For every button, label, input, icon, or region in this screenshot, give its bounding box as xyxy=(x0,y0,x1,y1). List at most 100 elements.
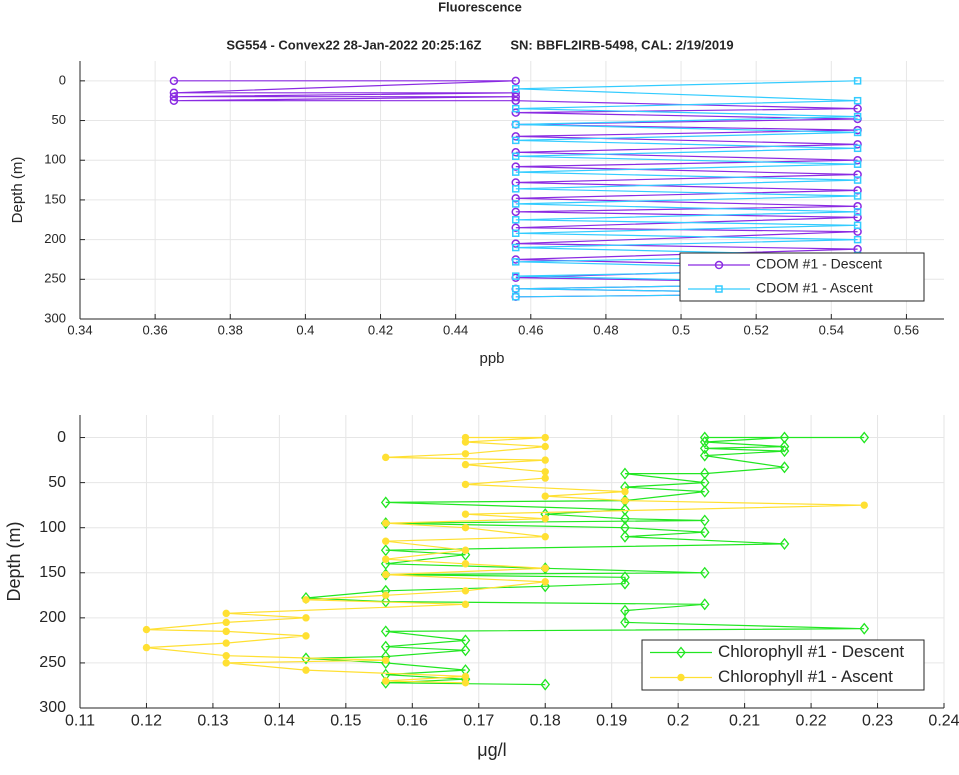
marker xyxy=(621,487,629,496)
marker xyxy=(512,293,520,301)
marker xyxy=(382,453,390,462)
legend-label: CDOM #1 - Descent xyxy=(756,256,882,272)
marker xyxy=(512,136,520,145)
chart-title: Fluorescence xyxy=(438,0,522,14)
marker xyxy=(541,578,549,586)
marker xyxy=(461,600,470,609)
marker xyxy=(301,652,311,665)
marker xyxy=(853,176,862,184)
marker xyxy=(853,221,862,230)
x-tick-label: 0.48 xyxy=(593,322,618,337)
marker xyxy=(461,480,470,489)
marker xyxy=(169,76,179,86)
marker xyxy=(699,442,710,455)
marker xyxy=(853,192,862,200)
marker xyxy=(512,229,520,238)
marker xyxy=(540,678,551,691)
marker xyxy=(541,514,549,523)
x-axis-label: ppb xyxy=(479,350,504,367)
y-tick-label: 50 xyxy=(52,112,66,127)
marker xyxy=(853,186,862,195)
marker xyxy=(541,564,549,572)
x-tick-label: 0.36 xyxy=(142,322,167,337)
y-tick-label: 100 xyxy=(39,519,66,536)
marker xyxy=(511,132,521,141)
x-tick-label: 0.5 xyxy=(672,322,690,337)
marker xyxy=(715,285,723,293)
legend-label: Chlorophyll #1 - Ascent xyxy=(718,667,893,686)
x-tick-label: 0.56 xyxy=(894,322,919,337)
marker xyxy=(461,523,470,532)
x-tick-label: 0.34 xyxy=(67,322,92,337)
marker xyxy=(853,112,862,121)
legend-label: CDOM #1 - Ascent xyxy=(756,280,873,296)
x-tick-label: 0.11 xyxy=(65,713,95,730)
marker xyxy=(222,659,230,667)
marker xyxy=(461,433,470,442)
marker xyxy=(853,202,862,211)
marker xyxy=(677,673,685,682)
marker xyxy=(699,485,710,498)
y-tick-label: 50 xyxy=(48,474,66,491)
marker xyxy=(676,646,686,659)
x-tick-label: 0.24 xyxy=(928,713,959,730)
marker xyxy=(461,460,470,469)
marker xyxy=(511,96,521,105)
legend xyxy=(679,252,925,302)
y-tick-label: 100 xyxy=(44,152,66,167)
marker xyxy=(512,104,520,113)
x-tick-label: 0.52 xyxy=(744,322,769,337)
legend xyxy=(641,639,925,691)
marker xyxy=(382,591,390,600)
marker xyxy=(461,510,470,518)
x-tick-label: 0.18 xyxy=(530,713,561,730)
marker xyxy=(461,560,470,568)
marker xyxy=(169,88,179,98)
marker xyxy=(512,85,520,93)
x-tick-label: 0.46 xyxy=(518,322,543,337)
marker xyxy=(382,555,390,563)
marker xyxy=(699,514,710,527)
marker xyxy=(512,200,520,208)
x-tick-label: 0.14 xyxy=(264,713,295,730)
marker xyxy=(541,492,549,500)
x-axis-label: μg/l xyxy=(477,740,506,760)
marker xyxy=(853,144,862,153)
marker xyxy=(541,474,549,482)
y-tick-label: 250 xyxy=(44,271,66,286)
marker xyxy=(714,260,724,270)
marker xyxy=(511,108,521,117)
marker xyxy=(382,537,390,545)
marker xyxy=(853,208,862,216)
x-tick-label: 0.15 xyxy=(330,713,361,730)
y-tick-label: 150 xyxy=(44,191,66,206)
marker xyxy=(169,92,179,101)
x-tick-label: 0.2 xyxy=(667,713,689,730)
marker xyxy=(461,450,470,458)
marker xyxy=(380,496,391,509)
marker xyxy=(382,677,390,685)
y-axis-label: Depth (m) xyxy=(4,521,24,601)
x-tick-label: 0.13 xyxy=(197,713,228,730)
marker xyxy=(699,598,710,611)
x-tick-label: 0.38 xyxy=(218,322,243,337)
marker xyxy=(382,656,390,664)
x-tick-label: 0.23 xyxy=(862,713,893,730)
marker xyxy=(380,625,391,638)
marker xyxy=(511,194,521,203)
marker xyxy=(853,235,862,244)
marker xyxy=(222,609,230,618)
marker xyxy=(142,643,151,652)
x-tick-label: 0.12 xyxy=(131,713,162,730)
series xyxy=(142,433,868,687)
marker xyxy=(540,580,551,593)
y-tick-label: 200 xyxy=(39,609,66,626)
marker xyxy=(512,120,520,129)
marker xyxy=(461,587,470,595)
marker xyxy=(853,96,862,105)
marker xyxy=(222,639,230,647)
marker xyxy=(461,546,470,554)
marker xyxy=(142,625,151,634)
y-tick-label: 200 xyxy=(44,231,66,246)
